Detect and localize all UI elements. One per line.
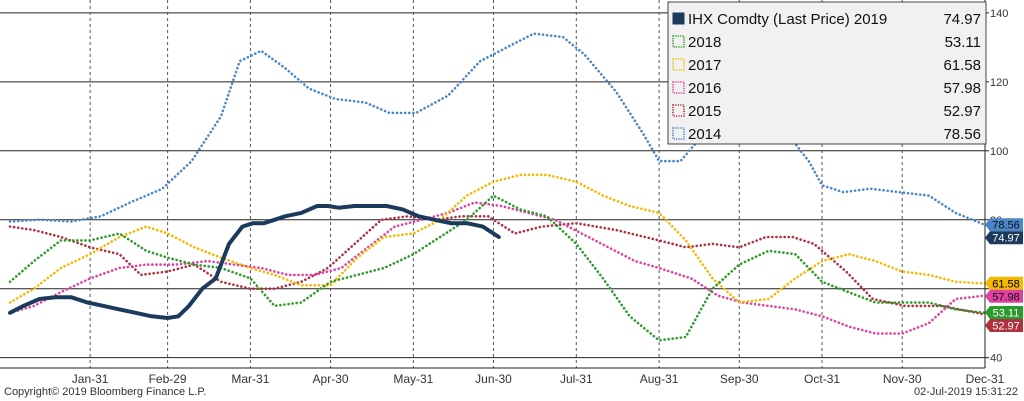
last-value-label-2014: 78.56 — [992, 220, 1020, 232]
legend-value-2018: 53.11 — [945, 34, 981, 51]
legend-label-2014: 2014 — [688, 126, 721, 143]
legend-label-2018: 2018 — [688, 34, 721, 51]
legend-label-2019: IHX Comdty (Last Price) 2019 — [688, 11, 887, 28]
y-tick-label-100: 100 — [990, 146, 1008, 158]
legend-swatch-2017 — [672, 58, 685, 71]
legend-value-2017: 61.58 — [943, 57, 981, 74]
x-tick-label-mar-31: Mar-31 — [231, 372, 269, 386]
legend: IHX Comdty (Last Price) 2019 74.97 2018 53.… — [667, 1, 987, 145]
last-value-tag-2017 — [985, 276, 1023, 290]
legend-swatch-2015 — [672, 104, 685, 117]
series-line-2015 — [8, 215, 987, 316]
series-line-2017 — [8, 173, 987, 304]
legend-swatch-2016 — [672, 81, 685, 94]
legend-swatch-2019 — [672, 12, 685, 25]
legend-label-2017: 2017 — [688, 57, 721, 74]
last-value-label-2019: 74.97 — [992, 233, 1020, 245]
legend-value-2016: 57.98 — [943, 80, 981, 97]
y-tick-label-40: 40 — [990, 353, 1002, 365]
series-line-2016 — [8, 201, 987, 335]
x-tick-label-oct-31: Oct-31 — [804, 372, 840, 386]
legend-value-2014: 78.56 — [943, 126, 981, 143]
legend-value-2019: 74.97 — [943, 11, 981, 28]
y-tick-label-120: 120 — [990, 77, 1008, 89]
x-tick-label-sep-30: Sep-30 — [720, 372, 759, 386]
timestamp-text: 02-Jul-2019 15:31:22 — [914, 386, 1018, 398]
legend-label-2016: 2016 — [688, 80, 721, 97]
x-tick-label-feb-29: Feb-29 — [149, 372, 187, 386]
legend-value-2015: 52.97 — [943, 103, 981, 120]
series-line-2014 — [8, 32, 987, 227]
last-value-label-2018: 53.11 — [993, 307, 1020, 319]
legend-box — [667, 1, 987, 145]
x-tick-label-nov-30: Nov-30 — [883, 372, 922, 386]
last-value-tag-2014 — [985, 218, 1023, 232]
x-tick-label-apr-30: Apr-30 — [313, 372, 349, 386]
last-value-tag-2016 — [985, 289, 1023, 303]
legend-swatch-2014 — [672, 127, 685, 140]
series-line-2018 — [8, 194, 987, 342]
x-tick-label-dec-31: Dec-31 — [966, 372, 1005, 386]
last-value-label-2015: 52.97 — [992, 320, 1020, 332]
y-tick-label-140: 140 — [990, 8, 1008, 20]
x-tick-label-jul-31: Jul-31 — [560, 372, 593, 386]
x-axis: Jan-31 Feb-29 Mar-31 Apr-30 May-31 Jun-30 Jul-… — [0, 367, 1005, 386]
last-value-tag-2015 — [985, 318, 1023, 332]
legend-swatch-2018 — [672, 35, 685, 48]
series-line-2019 — [8, 204, 501, 320]
legend-label-2015: 2015 — [688, 103, 721, 120]
copyright-text: Copyright© 2019 Bloomberg Finance L.P. — [4, 386, 207, 398]
x-tick-label-jun-30: Jun-30 — [475, 372, 512, 386]
series-lines — [8, 32, 987, 342]
last-value-label-2017: 61.58 — [992, 278, 1020, 290]
last-value-tag-2018 — [985, 305, 1023, 319]
x-tick-label-may-31: May-31 — [393, 372, 433, 386]
last-value-tag-2019 — [985, 231, 1023, 245]
x-tick-label-jan-31: Jan-31 — [72, 372, 109, 386]
x-tick-label-aug-31: Aug-31 — [640, 372, 679, 386]
last-value-label-2016: 57.98 — [992, 291, 1020, 303]
